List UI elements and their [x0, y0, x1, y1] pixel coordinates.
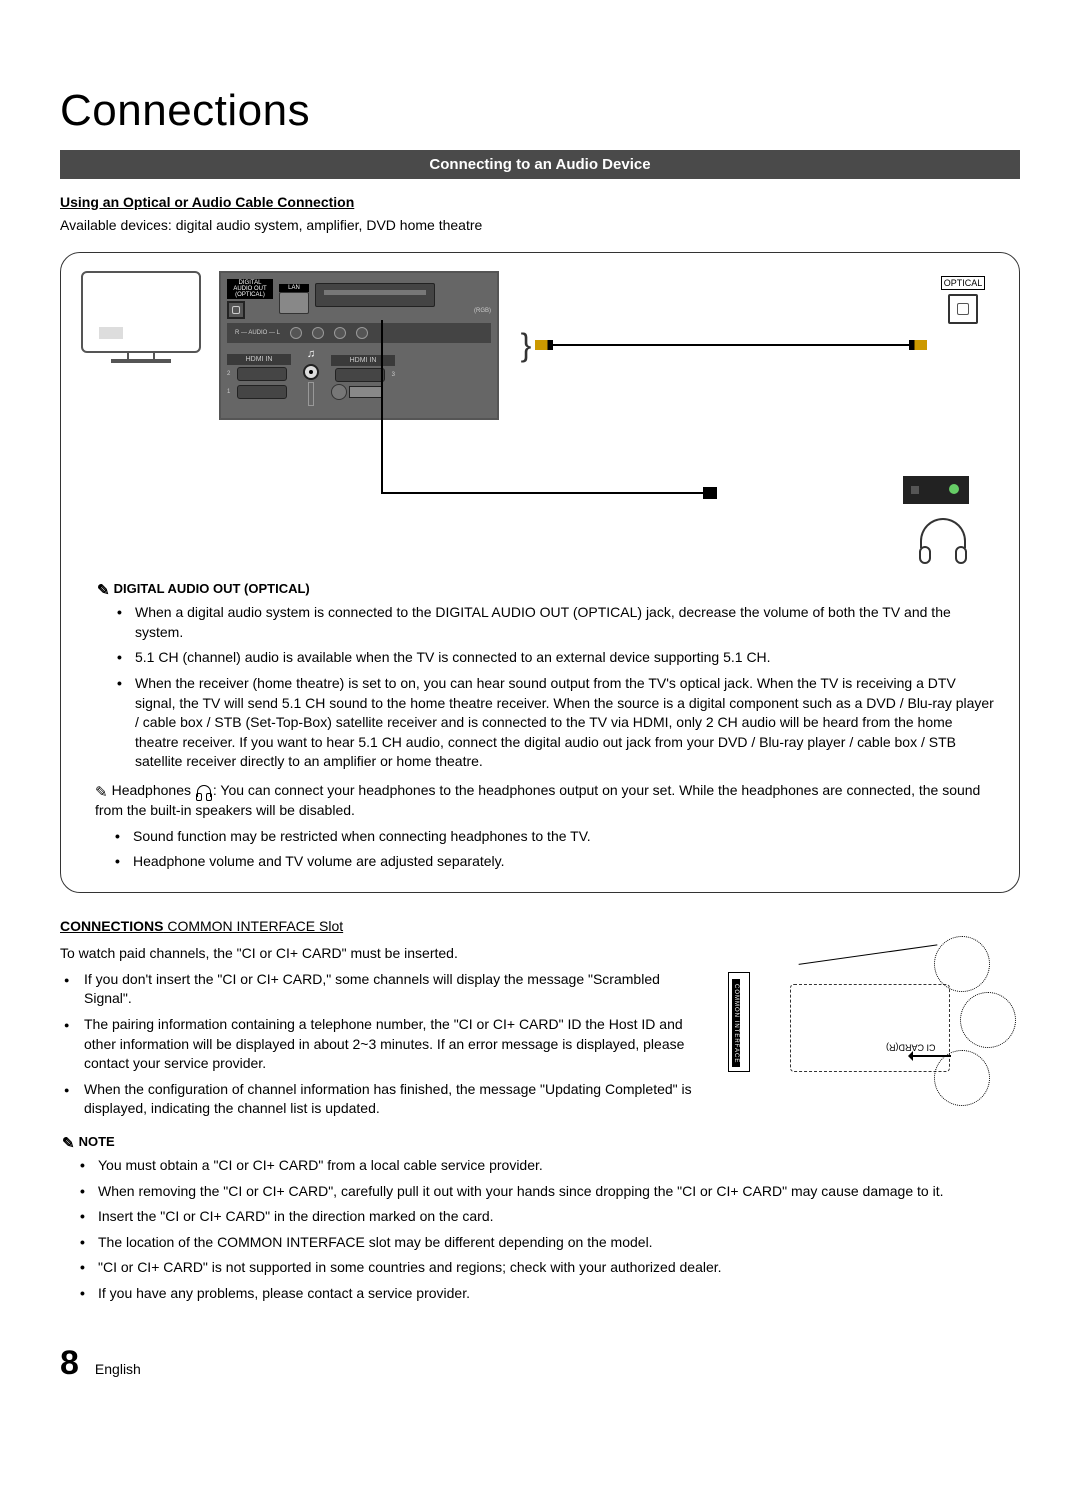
common-interface-row: To watch paid channels, the "CI or CI+ C… — [60, 944, 1020, 1125]
list-item: When removing the "CI or CI+ CARD", care… — [94, 1182, 1020, 1202]
digital-audio-out-label: DIGITAL AUDIO OUT (OPTICAL) — [227, 279, 273, 299]
page-title: Connections — [60, 80, 1020, 142]
note-icon: ✎ — [97, 580, 110, 601]
list-item: The location of the COMMON INTERFACE slo… — [94, 1233, 1020, 1253]
ci-card-label: CI CARD(R) — [886, 1041, 936, 1054]
section-bar: Connecting to an Audio Device — [60, 150, 1020, 179]
hdmi-in-right-label: HDMI IN — [331, 355, 395, 367]
headphones-note: ✎Headphones : You can connect your headp… — [95, 780, 999, 821]
ci-list: If you don't insert the "CI or CI+ CARD,… — [60, 970, 708, 1119]
digital-audio-note-block: ✎ DIGITAL AUDIO OUT (OPTICAL) When a digi… — [97, 578, 999, 772]
digital-audio-list: When a digital audio system is connected… — [97, 603, 999, 772]
note-heading: NOTE — [79, 1134, 115, 1149]
optical-receiver: OPTICAL — [927, 271, 999, 325]
list-item: Insert the "CI or CI+ CARD" in the direc… — [94, 1207, 1020, 1227]
connections-bold: CONNECTIONS — [60, 918, 163, 934]
ci-slot-icon: COMMON INTERFACE — [728, 972, 750, 1072]
common-interface-text: To watch paid channels, the "CI or CI+ C… — [60, 944, 708, 1125]
note-section: ✎ NOTE You must obtain a "CI or CI+ CARD"… — [60, 1131, 1020, 1304]
headphones-icon — [917, 518, 969, 570]
tv-icon — [81, 271, 201, 363]
list-item: The pairing information containing a tel… — [78, 1015, 708, 1074]
hand-icon — [934, 936, 990, 992]
connections-rest: COMMON INTERFACE Slot — [163, 918, 343, 934]
hdmi-in-left-label: HDMI IN — [227, 354, 291, 366]
list-item: When the configuration of channel inform… — [78, 1080, 708, 1119]
optical-label: OPTICAL — [941, 276, 986, 291]
optical-cable-icon — [553, 344, 909, 346]
connection-diagram-box: DIGITAL AUDIO OUT (OPTICAL) LAN (RGB) R … — [60, 252, 1020, 893]
lan-label: LAN — [279, 284, 309, 292]
tv-back-panel: DIGITAL AUDIO OUT (OPTICAL) LAN (RGB) R … — [219, 271, 499, 420]
headphones-text: : You can connect your headphones to the… — [95, 782, 980, 818]
page-footer: 8 English — [60, 1340, 1020, 1388]
digital-audio-heading: DIGITAL AUDIO OUT (OPTICAL) — [114, 581, 310, 596]
audio-bar-label: R — AUDIO — L — [235, 329, 280, 337]
note-list: You must obtain a "CI or CI+ CARD" from … — [60, 1156, 1020, 1304]
headphone-cable-path — [81, 440, 999, 476]
hand-icon — [934, 1050, 990, 1106]
note-icon: ✎ — [95, 782, 108, 803]
ci-intro: To watch paid channels, the "CI or CI+ C… — [60, 944, 708, 964]
diagram-top-row: DIGITAL AUDIO OUT (OPTICAL) LAN (RGB) R … — [81, 271, 999, 420]
available-devices-text: Available devices: digital audio system,… — [60, 216, 1020, 236]
headphones-prefix: Headphones — [112, 782, 195, 798]
list-item: If you don't insert the "CI or CI+ CARD,… — [78, 970, 708, 1009]
list-item: Headphone volume and TV volume are adjus… — [129, 852, 999, 872]
list-item: You must obtain a "CI or CI+ CARD" from … — [94, 1156, 1020, 1176]
hand-icon — [960, 992, 1016, 1048]
headphones-list: Sound function may be restricted when co… — [81, 827, 999, 872]
list-item: When a digital audio system is connected… — [131, 603, 999, 642]
amplifier-icon — [903, 476, 969, 504]
ci-card-icon: CI CARD(R) — [790, 984, 950, 1072]
list-item: When the receiver (home theatre) is set … — [131, 674, 999, 772]
page-number: 8 — [60, 1340, 79, 1388]
bracket-icon: } — [517, 323, 535, 368]
ci-card-diagram: COMMON INTERFACE CI CARD(R) — [720, 944, 1020, 1114]
list-item: Sound function may be restricted when co… — [129, 827, 999, 847]
list-item: 5.1 CH (channel) audio is available when… — [131, 648, 999, 668]
list-item: "CI or CI+ CARD" is not supported in som… — [94, 1258, 1020, 1278]
headphones-symbol-icon — [197, 785, 211, 797]
page-language: English — [95, 1360, 141, 1380]
rgb-label: (RGB) — [315, 307, 491, 315]
common-interface-heading: CONNECTIONS COMMON INTERFACE Slot — [60, 917, 1020, 937]
cable-connection-heading: Using an Optical or Audio Cable Connecti… — [60, 193, 1020, 213]
ci-slot-label: COMMON INTERFACE — [732, 979, 740, 1067]
list-item: If you have any problems, please contact… — [94, 1284, 1020, 1304]
note-icon: ✎ — [62, 1133, 75, 1154]
